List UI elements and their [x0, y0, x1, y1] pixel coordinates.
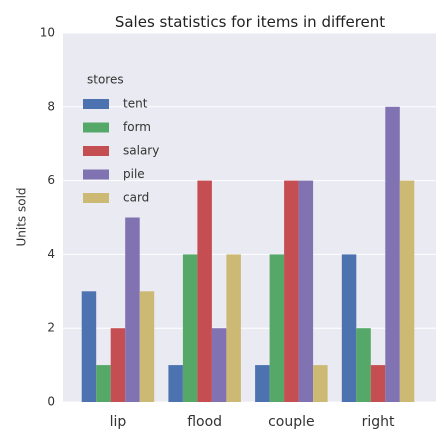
legend-swatch [83, 169, 109, 180]
x-tick-label: right [362, 414, 395, 430]
legend-label: tent [123, 97, 148, 111]
bar [313, 365, 328, 402]
bar [385, 106, 400, 403]
bar [139, 291, 155, 402]
legend-label: form [123, 120, 151, 134]
y-tick-label: 8 [47, 99, 55, 113]
bar [370, 365, 386, 402]
legend-title: stores [87, 73, 124, 87]
bar [211, 328, 227, 402]
legend-label: salary [123, 144, 159, 158]
bar [399, 180, 415, 402]
legend-swatch [83, 99, 109, 109]
bar [226, 254, 241, 402]
legend-label: pile [123, 167, 145, 181]
bar [110, 328, 126, 402]
bar [125, 217, 140, 402]
y-tick-label: 0 [47, 395, 55, 409]
legend-swatch [83, 122, 109, 133]
x-tick-label: lip [110, 414, 127, 430]
bar [168, 365, 183, 402]
bar [298, 180, 314, 402]
legend-swatch [83, 193, 109, 203]
legend-swatch [83, 146, 109, 156]
bar [356, 328, 371, 402]
x-tick-label: flood [187, 414, 222, 430]
bar [81, 291, 97, 402]
bar [341, 254, 357, 402]
y-tick-label: 6 [47, 173, 55, 187]
y-tick-label: 4 [47, 247, 55, 261]
bar [96, 365, 111, 402]
x-tick-label: couple [268, 414, 315, 430]
legend-label: card [123, 191, 149, 205]
bar [255, 365, 270, 402]
y-tick-label: 10 [40, 26, 55, 40]
y-axis-label: Units sold [15, 187, 29, 246]
bar [284, 180, 299, 402]
y-tick-label: 2 [47, 321, 55, 335]
bar [269, 254, 285, 402]
bar [197, 180, 212, 402]
bar [182, 254, 198, 402]
